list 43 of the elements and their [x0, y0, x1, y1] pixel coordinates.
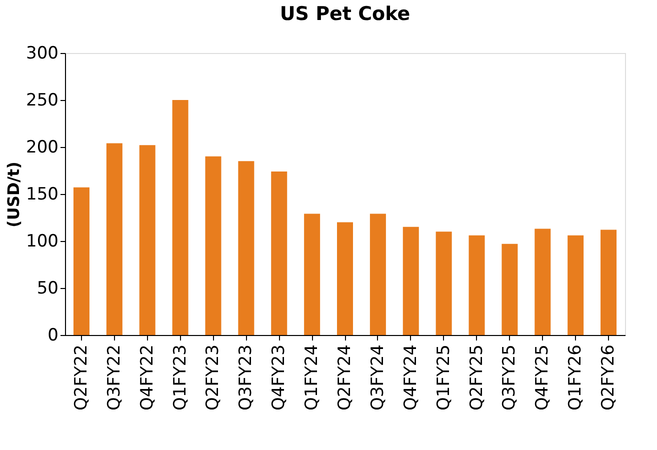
x-tick-label: Q1FY23	[170, 344, 190, 410]
x-tick-label: Q3FY24	[368, 344, 388, 410]
y-tick-label: 200	[26, 138, 58, 158]
y-tick-label: 250	[26, 90, 58, 110]
y-tick-label: 300	[26, 44, 58, 64]
bar	[502, 244, 518, 335]
y-axis-title: (USD/t)	[4, 162, 24, 228]
bar	[402, 226, 419, 335]
chart-title: US Pet Coke	[280, 3, 410, 25]
bar	[436, 232, 452, 335]
bar	[337, 222, 353, 335]
y-tick-label: 150	[26, 184, 58, 204]
bar	[271, 171, 288, 335]
bar	[568, 235, 584, 335]
x-tick-label: Q2FY22	[71, 344, 92, 410]
y-tick-label: 100	[26, 232, 58, 252]
bar	[534, 228, 551, 335]
x-tick-label: Q4FY22	[137, 344, 158, 410]
bar	[468, 235, 485, 335]
x-tick-label: Q2FY24	[335, 344, 355, 410]
x-tick-label: Q2FY25	[466, 344, 487, 410]
bar	[205, 156, 222, 335]
x-tick-label: Q3FY25	[500, 344, 520, 410]
x-tick-label: Q4FY24	[400, 344, 421, 410]
x-tick-label: Q1FY25	[434, 344, 454, 410]
y-tick-label: 0	[48, 326, 58, 346]
bar	[238, 161, 254, 335]
x-tick-label: Q1FY24	[302, 344, 322, 410]
y-tick-label: 50	[36, 278, 58, 298]
x-tick-label: Q3FY22	[104, 344, 124, 410]
x-tick-label: Q2FY23	[203, 344, 224, 410]
x-tick-label: Q4FY23	[269, 344, 290, 410]
bar	[172, 100, 188, 335]
bar	[73, 187, 90, 335]
bar	[370, 214, 386, 335]
x-tick-label: Q2FY26	[598, 344, 619, 410]
x-tick-label: Q4FY25	[532, 344, 553, 410]
bar	[106, 143, 122, 335]
x-tick-label: Q3FY23	[236, 344, 256, 410]
bar	[139, 145, 156, 335]
x-tick-label: Q1FY26	[566, 344, 586, 410]
bar	[600, 230, 617, 335]
bar	[304, 214, 320, 335]
